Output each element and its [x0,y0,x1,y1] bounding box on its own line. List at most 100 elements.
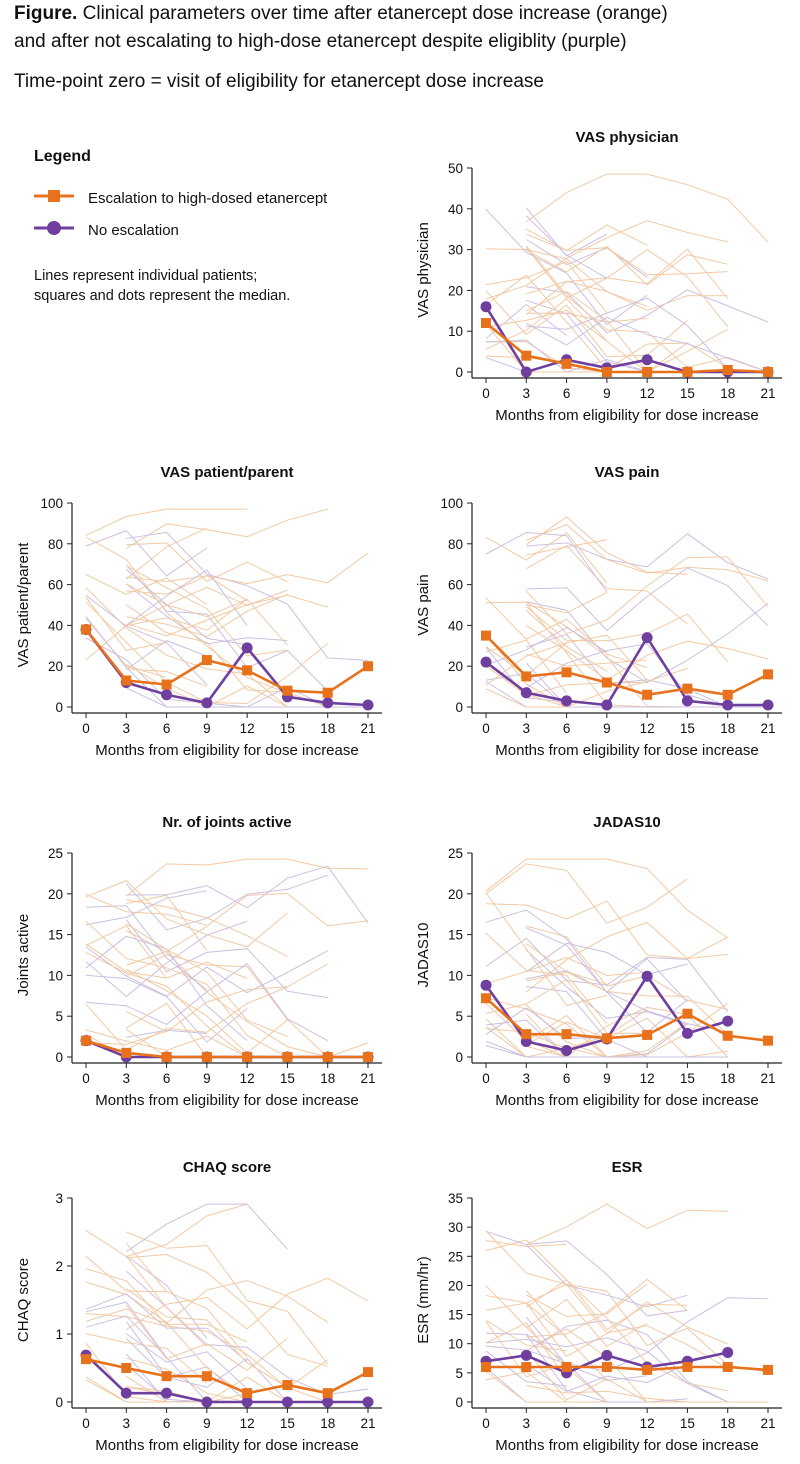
patient-line [485,863,688,924]
median-circle-point [641,354,653,366]
median-square-point [81,624,91,635]
median-square-point [642,689,653,700]
patient-line [85,1333,208,1384]
x-tick-label: 3 [523,1416,531,1431]
patient-line [126,923,288,1037]
caption-line-2: and after not escalating to high-dose et… [14,31,627,52]
patient-line [526,544,688,625]
median-square-point [521,1029,532,1040]
y-tick-label: 20 [48,659,63,674]
legend-title: Legend [34,148,91,165]
x-axis-label: Months from eligibility for dose increas… [95,1437,358,1454]
patient-line [526,239,648,278]
series-escalation [481,993,773,1046]
patient-line [526,539,607,556]
patient-line [526,943,608,985]
x-tick-label: 18 [720,721,735,736]
chart-panel-1: VAS physician 0 10 20 30 40 50 0 3 6 9 12 15 18 21Mont… [415,129,782,424]
patient-line [126,569,248,626]
median-square-point [682,1362,693,1373]
median-circle-point [762,699,774,711]
patient-line [485,1322,568,1380]
median-circle-point [241,1396,253,1408]
patient-line [526,1203,728,1245]
x-tick-label: 6 [163,1416,171,1431]
patient-line [526,245,728,286]
patient-line [126,930,328,1058]
patient-line [85,1255,167,1293]
median-square-point [763,367,773,377]
median-square-point [521,1362,532,1373]
patient-line [526,286,769,334]
patient-line [85,1301,168,1358]
x-tick-label: 21 [760,721,775,736]
median-square-point [81,1354,91,1365]
x-tick-label: 6 [563,1416,571,1431]
x-tick-label: 18 [720,1071,735,1086]
y-axis-label: ESR (mm/hr) [415,1256,432,1344]
series-escalation [81,1354,373,1399]
chart-title: Nr. of joints active [162,814,291,831]
patient-line [85,952,248,1058]
patient-line [526,1283,648,1317]
x-tick-label: 15 [680,721,695,736]
x-tick-label: 12 [640,1071,655,1086]
patient-line [526,280,728,311]
y-axis-label: VAS pain [415,574,432,635]
patient-line [485,978,648,1034]
median-line [485,997,769,1042]
patient-line [485,900,728,960]
median-circle-point [322,1396,334,1408]
patient-line [126,1333,248,1390]
y-tick-label: 0 [455,1050,463,1065]
x-tick-label: 0 [482,721,490,736]
median-square-point [763,1035,773,1046]
median-square-point [601,1033,612,1044]
patient-line [525,606,729,663]
x-tick-label: 12 [640,1416,655,1431]
chart-title: VAS pain [595,464,660,481]
patient-line [526,233,728,276]
x-tick-label: 6 [563,1071,571,1086]
patient-line [526,971,729,1036]
patient-line [85,508,248,536]
patient-line [85,598,248,661]
median-square-point [481,630,491,641]
median-square-point [722,364,733,375]
median-circle-point [201,697,213,709]
y-tick-label: 20 [448,887,463,902]
x-tick-label: 0 [82,721,90,736]
median-square-point [682,1008,693,1019]
y-axis-label: JADAS10 [415,922,432,987]
x-tick-label: 18 [320,1071,335,1086]
patient-line [485,997,688,1058]
median-circle-point [480,656,492,668]
median-square-point [722,1362,733,1373]
x-tick-label: 12 [240,1416,255,1431]
y-tick-label: 15 [448,928,463,943]
median-circle-point [281,1396,293,1408]
patient-line [485,1350,567,1387]
x-axis-label: Months from eligibility for dose increas… [495,1437,758,1454]
patient-line [525,207,608,257]
caption-bold: Figure. [14,3,78,24]
patient-line [125,1255,208,1348]
x-axis-label: Months from eligibility for dose increas… [495,1092,758,1109]
median-line [485,321,769,374]
patient-line [85,946,328,997]
patient-line [85,943,248,979]
patient-line [85,920,248,998]
patient-line [125,1321,288,1403]
patient-line [85,1030,167,1045]
patient-line [485,956,648,985]
median-square-point [481,1362,491,1373]
patient-line [85,1203,248,1258]
median-square-point [763,669,773,680]
patient-line [485,1019,728,1058]
chart-title: VAS patient/parent [160,464,293,481]
median-square-point [121,1047,132,1058]
x-axis-label: Months from eligibility for dose increas… [95,742,358,759]
x-tick-label: 3 [123,1071,131,1086]
x-tick-label: 6 [563,386,571,401]
chart-title: CHAQ score [183,1159,271,1176]
